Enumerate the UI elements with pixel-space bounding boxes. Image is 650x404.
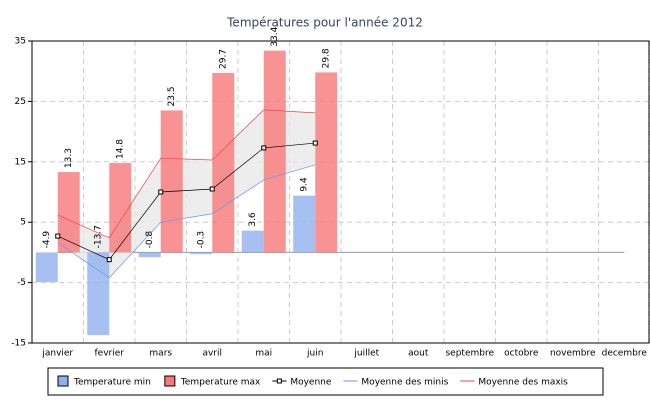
line — [57, 164, 316, 279]
x-tick-label: aout — [408, 349, 429, 359]
y-tick-label: -5 — [17, 278, 26, 288]
legend-label: Moyenne — [290, 378, 332, 388]
line-marker — [106, 257, 112, 263]
bar — [35, 252, 58, 282]
x-tick-label: janvier — [41, 349, 73, 359]
x-tick-label: avril — [202, 349, 222, 359]
line-marker — [158, 189, 164, 195]
legend-box — [47, 367, 604, 396]
x-tick-label: octobre — [504, 349, 539, 359]
x-tick-label: mai — [255, 349, 272, 359]
value-label: 29.8 — [322, 48, 332, 68]
legend-swatch — [276, 378, 282, 384]
bar — [241, 230, 264, 253]
legend-swatch — [164, 375, 176, 387]
legend-label: Temperature min — [73, 378, 151, 388]
chart-title: Températures pour l'année 2012 — [226, 16, 423, 30]
legend-label: Moyenne des maxis — [478, 378, 568, 388]
x-tick-label: septembre — [445, 349, 494, 359]
legend-swatch — [57, 375, 69, 387]
value-label: -13.7 — [94, 225, 104, 248]
value-label: -0.8 — [145, 231, 155, 249]
value-label: 14.8 — [116, 139, 126, 159]
y-tick-label: -15 — [11, 339, 26, 349]
bar — [138, 252, 161, 258]
y-tick-label: 25 — [15, 97, 26, 107]
line — [57, 109, 316, 239]
x-tick-label: mars — [149, 349, 172, 359]
bar — [109, 163, 132, 253]
value-label: -4.9 — [42, 231, 52, 249]
y-tick-label: 15 — [15, 157, 26, 167]
value-label: 13.3 — [64, 148, 74, 168]
bar — [293, 195, 316, 253]
x-tick-label: juin — [306, 349, 323, 359]
line-marker — [209, 186, 215, 192]
value-label: 33.4 — [270, 26, 280, 46]
value-label: -0.3 — [197, 231, 207, 249]
line-marker — [312, 140, 318, 146]
legend: Temperature min Temperature max Moyenne Moy… — [47, 367, 604, 396]
line — [57, 142, 316, 261]
value-label: 9.4 — [300, 177, 310, 192]
line-marker — [55, 233, 61, 239]
bar — [160, 110, 183, 253]
bar — [87, 252, 110, 336]
value-label: 3.6 — [248, 212, 258, 227]
value-label: 23.5 — [167, 86, 177, 106]
y-tick-label: 35 — [15, 37, 26, 47]
plot-frame — [31, 40, 650, 344]
x-tick-label: decembre — [602, 349, 648, 359]
x-tick-label: fevrier — [95, 349, 125, 359]
line-marker — [261, 145, 267, 151]
x-tick-label: novembre — [550, 349, 596, 359]
bar — [263, 50, 286, 253]
bar — [212, 73, 235, 253]
x-tick-label: juillet — [353, 349, 379, 359]
bar — [57, 172, 80, 253]
legend-label: Moyenne des minis — [361, 378, 448, 388]
legend-label: Temperature max — [180, 378, 261, 388]
value-label: 29.7 — [219, 49, 229, 69]
bar — [190, 252, 213, 255]
bar — [315, 72, 338, 253]
y-tick-label: 5 — [20, 218, 26, 228]
